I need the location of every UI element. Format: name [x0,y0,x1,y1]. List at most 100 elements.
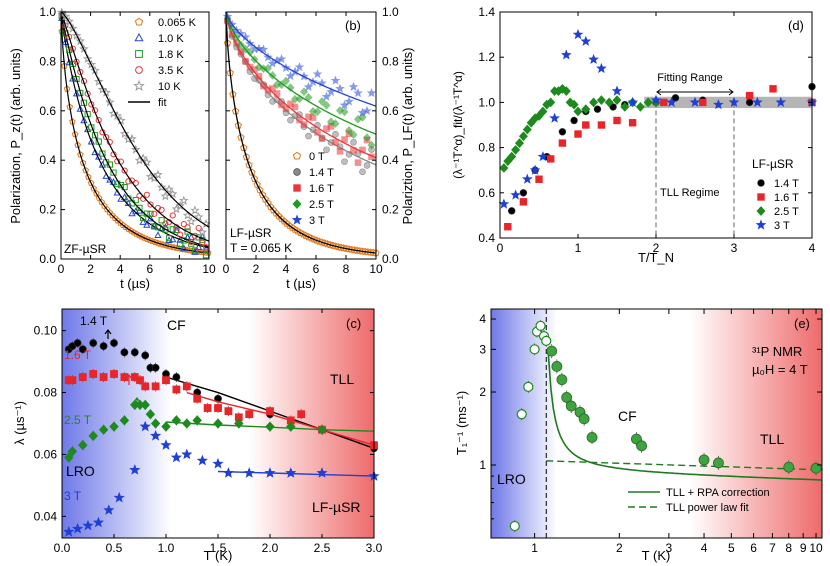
data-point [92,516,104,528]
data-point [573,106,583,117]
fit-curve [225,11,377,135]
data-point [366,88,377,98]
panel-a-ticks: 0 2 4 6 8 10 0.0 0.2 0.4 0.6 0.8 1.0 [39,5,216,276]
data-point [330,75,341,85]
data-point [367,140,376,150]
y-tick-label: 4 [479,312,486,326]
y-tick-label: 0.8 [478,141,495,155]
data-point [161,421,171,432]
data-point [87,137,96,145]
data-point [537,151,549,162]
data-point [775,96,787,108]
legend-marker [133,79,145,92]
y-tick-label: 0.6 [382,104,399,118]
legend-label: 3.5 K [158,65,184,77]
data-point [196,454,208,466]
data-point [529,164,541,175]
data-point [362,105,372,115]
x-tick-label: 1 [531,541,538,555]
data-point [199,239,206,246]
data-point [130,144,141,154]
data-point [140,399,150,411]
panel-a-xlabel: t (µs) [120,276,150,291]
data-point [515,138,524,148]
data-point [180,221,187,228]
legend-marker [756,206,766,216]
data-point [130,348,139,357]
panel-e-ticks: 1 2 3 4 5 6 7 8 9 10 1 2 3 4 [479,309,823,555]
x-tick-label: 6 [750,541,757,555]
y-tick-label: 1 [479,458,486,472]
legend-marker [293,168,301,176]
data-point [139,420,151,432]
data-point [243,467,255,478]
data-point-filled [586,431,598,443]
data-point-filled [565,400,577,412]
data-point [266,407,274,416]
legend-label: 0 T [309,151,325,163]
data-point [150,429,162,441]
data-point [91,132,99,139]
data-point [80,116,88,124]
panel-a-ylabel: Polarization, P_z(t) (arb. units) [8,48,23,224]
data-point [119,128,130,138]
y-tick-label: 0.6 [39,104,56,118]
fit-curve [225,11,377,159]
panel-c-ticks: 0.0 0.5 1.0 1.5 2.0 2.5 3.0 0.04 0.06 0.08 0.10 [34,309,383,555]
data-point [71,30,82,40]
data-point [546,97,556,108]
data-point [557,83,567,94]
data-point [666,96,677,108]
panel-c-region-lro: LRO [66,463,95,479]
panel-c-region-cf: CF [167,317,186,333]
data-point [769,85,777,93]
data-point [212,457,224,469]
data-point [74,141,81,148]
data-point [143,191,150,198]
data-point [121,167,128,174]
x-tick-label: 8 [785,541,792,555]
data-point [140,214,147,221]
data-point [538,106,548,117]
data-point-open [541,335,552,347]
data-point [234,418,244,429]
panel-b-ticks: 0 2 4 6 8 100.0 0.2 0.4 0.6 0.8 1.0 [223,5,399,276]
data-point [177,231,184,238]
data-point [167,243,175,250]
data-point [248,168,256,176]
panel-b-temperature: T = 0.065 K [230,241,292,255]
data-point [237,133,245,141]
data-point [90,185,97,192]
legend-marker [293,184,301,192]
data-point [507,151,517,162]
y-tick-label: 3 [479,342,486,356]
data-point [151,363,160,372]
panel-e-frame [490,308,823,539]
data-point [317,424,327,435]
data-point [349,130,358,140]
x-tick-label: 1.0 [158,541,175,555]
data-point-open [516,409,527,420]
data-point [77,68,84,76]
data-point [285,467,297,478]
data-point [522,124,532,135]
data-point [156,182,167,192]
data-point [78,440,88,451]
data-point [366,248,375,256]
data-point [222,467,234,478]
data-point [341,158,348,165]
data-point [303,82,314,92]
y-tick-label: 0.06 [34,447,58,461]
data-point [689,96,701,108]
data-point [191,248,199,255]
legend-marker [757,179,765,187]
y-tick-label: 1.0 [39,5,56,19]
data-point [345,245,353,253]
data-point [184,224,191,231]
data-point [291,103,299,111]
data-point [322,101,331,110]
panel-d: 0 1 2 3 4 0.4 0.6 0.8 1.0 1.2 1.4 (d) Fitting Rang… [451,5,818,265]
data-point [184,228,191,235]
data-point [359,168,366,176]
